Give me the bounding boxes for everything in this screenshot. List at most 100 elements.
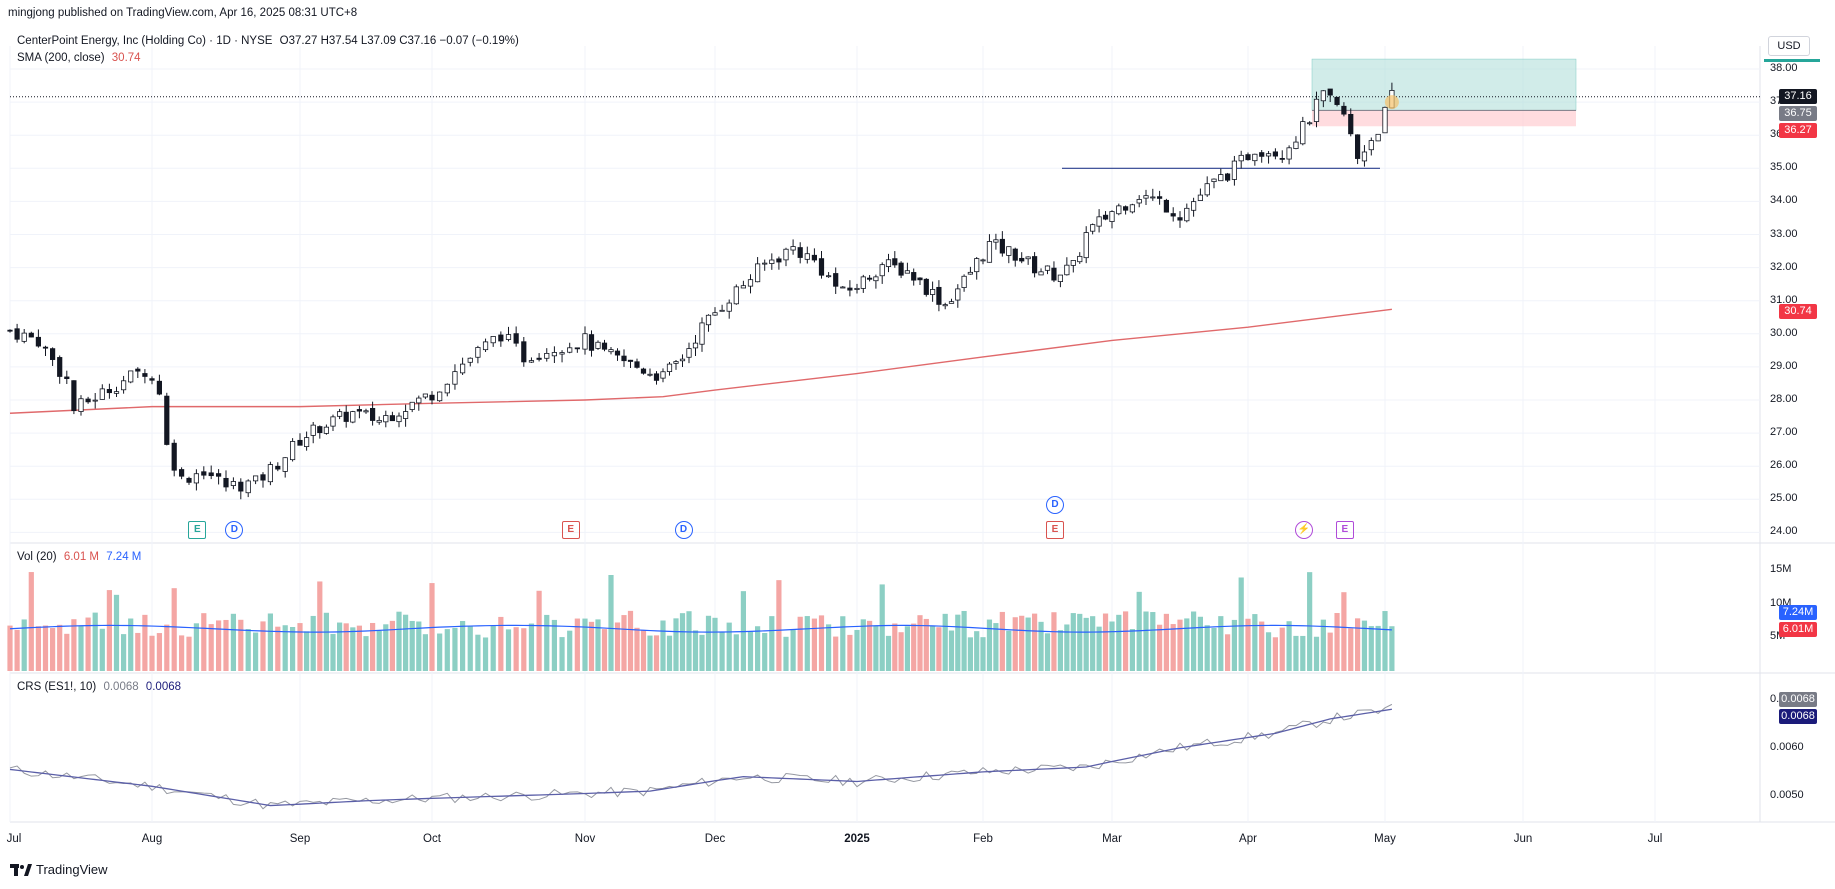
symbol-title[interactable]: CenterPoint Energy, Inc (Holding Co) · 1… [17, 35, 273, 47]
volume-bar [186, 636, 192, 671]
candle [634, 361, 640, 368]
candle [726, 302, 732, 312]
event-marker-icon[interactable]: D [225, 521, 244, 539]
currency-button[interactable]: USD [1768, 36, 1810, 56]
brand-logo[interactable]: TradingView [10, 862, 108, 877]
volume-bar [1136, 591, 1142, 671]
candle [223, 477, 229, 488]
candle [1231, 160, 1237, 180]
candle [588, 334, 595, 351]
candle [1307, 122, 1313, 125]
event-marker-icon[interactable]: E [188, 521, 207, 539]
candle [1279, 157, 1285, 160]
tradingview-logo-icon [10, 863, 32, 876]
sma-legend[interactable]: SMA (200, close) 30.74 [17, 52, 141, 64]
event-marker-icon[interactable]: D [1045, 496, 1064, 514]
candle [1348, 113, 1354, 135]
candle [1320, 90, 1326, 102]
sma-price-tag: 30.74 [1779, 304, 1817, 319]
volume-bar [505, 629, 512, 671]
candle [1341, 105, 1347, 115]
candle [1064, 264, 1070, 276]
volume-bar [323, 612, 329, 671]
volume-bar [513, 627, 519, 671]
candle [885, 259, 892, 267]
volume-bar [961, 610, 967, 671]
volume-bar [1012, 617, 1018, 671]
candle [1038, 271, 1044, 276]
price-tick-label: 26.00 [1770, 459, 1798, 472]
volume-bar [1272, 637, 1278, 671]
volume-bar [1177, 619, 1183, 671]
volume-bar [490, 625, 496, 671]
volume-bar [1320, 619, 1326, 671]
volume-bar [1163, 613, 1169, 671]
event-marker-icon[interactable]: D [674, 521, 693, 539]
volume-bar [156, 633, 162, 671]
volume-bar [297, 623, 303, 671]
candle [128, 370, 134, 383]
volume-label: Vol (20) [17, 551, 57, 563]
candle [1150, 196, 1156, 199]
volume-bar [567, 630, 573, 671]
candle [955, 288, 961, 301]
candle [1313, 98, 1320, 122]
candle [1019, 257, 1025, 262]
volume-bar [699, 634, 705, 671]
volume-bar [1355, 618, 1361, 671]
candle [1057, 274, 1063, 282]
candle [705, 314, 712, 326]
event-marker-icon[interactable]: E [1335, 521, 1354, 539]
volume-bar [879, 584, 885, 671]
volume-bar [544, 614, 550, 671]
volume-tick-label: 15M [1770, 563, 1792, 576]
candle [660, 371, 666, 379]
time-tick-label: Nov [574, 833, 596, 845]
volume-bar [601, 629, 608, 671]
volume-bar [370, 622, 376, 671]
volume-bar [811, 618, 817, 671]
candle [376, 420, 382, 423]
candle [267, 464, 274, 483]
volume-bar [574, 618, 580, 671]
candle [974, 258, 980, 273]
candle [833, 273, 839, 287]
candle [201, 471, 207, 476]
volume-legend[interactable]: Vol (20) 6.01 M 7.24 M [17, 551, 141, 563]
price-tick-label: 35.00 [1770, 161, 1798, 174]
candle [356, 409, 363, 412]
candle [1012, 248, 1018, 261]
volume-bar [1389, 626, 1395, 671]
volume-bar [521, 628, 527, 671]
event-marker-icon[interactable]: E [1045, 521, 1064, 539]
volume-bar [1070, 613, 1076, 671]
candle [740, 285, 747, 289]
candle [121, 380, 127, 391]
volume-bar [747, 631, 754, 671]
crs-value-1: 0.0068 [103, 681, 139, 693]
sma-value: 30.74 [111, 52, 141, 64]
time-tick-label: Apr [1239, 833, 1257, 845]
event-marker-icon[interactable]: ⚡ [1294, 521, 1313, 539]
candle [892, 258, 898, 266]
volume-bar [867, 620, 873, 671]
volume-avg-tag: 7.24M [1779, 605, 1817, 620]
candle [847, 287, 853, 291]
candle [1218, 174, 1224, 182]
volume-bar [1057, 630, 1063, 671]
candle [898, 262, 904, 276]
candle [336, 411, 343, 417]
volume-bar [705, 615, 712, 671]
candle [640, 368, 647, 374]
candle [1327, 88, 1333, 96]
candle [208, 472, 214, 477]
volume-bar [164, 624, 170, 671]
candle [544, 352, 550, 359]
event-marker-icon[interactable]: E [561, 521, 580, 539]
candle [804, 253, 810, 260]
volume-bar [437, 633, 443, 671]
volume-bar [582, 618, 588, 671]
candle [1032, 256, 1038, 274]
crs-legend[interactable]: CRS (ES1!, 10) 0.0068 0.0068 [17, 681, 181, 693]
